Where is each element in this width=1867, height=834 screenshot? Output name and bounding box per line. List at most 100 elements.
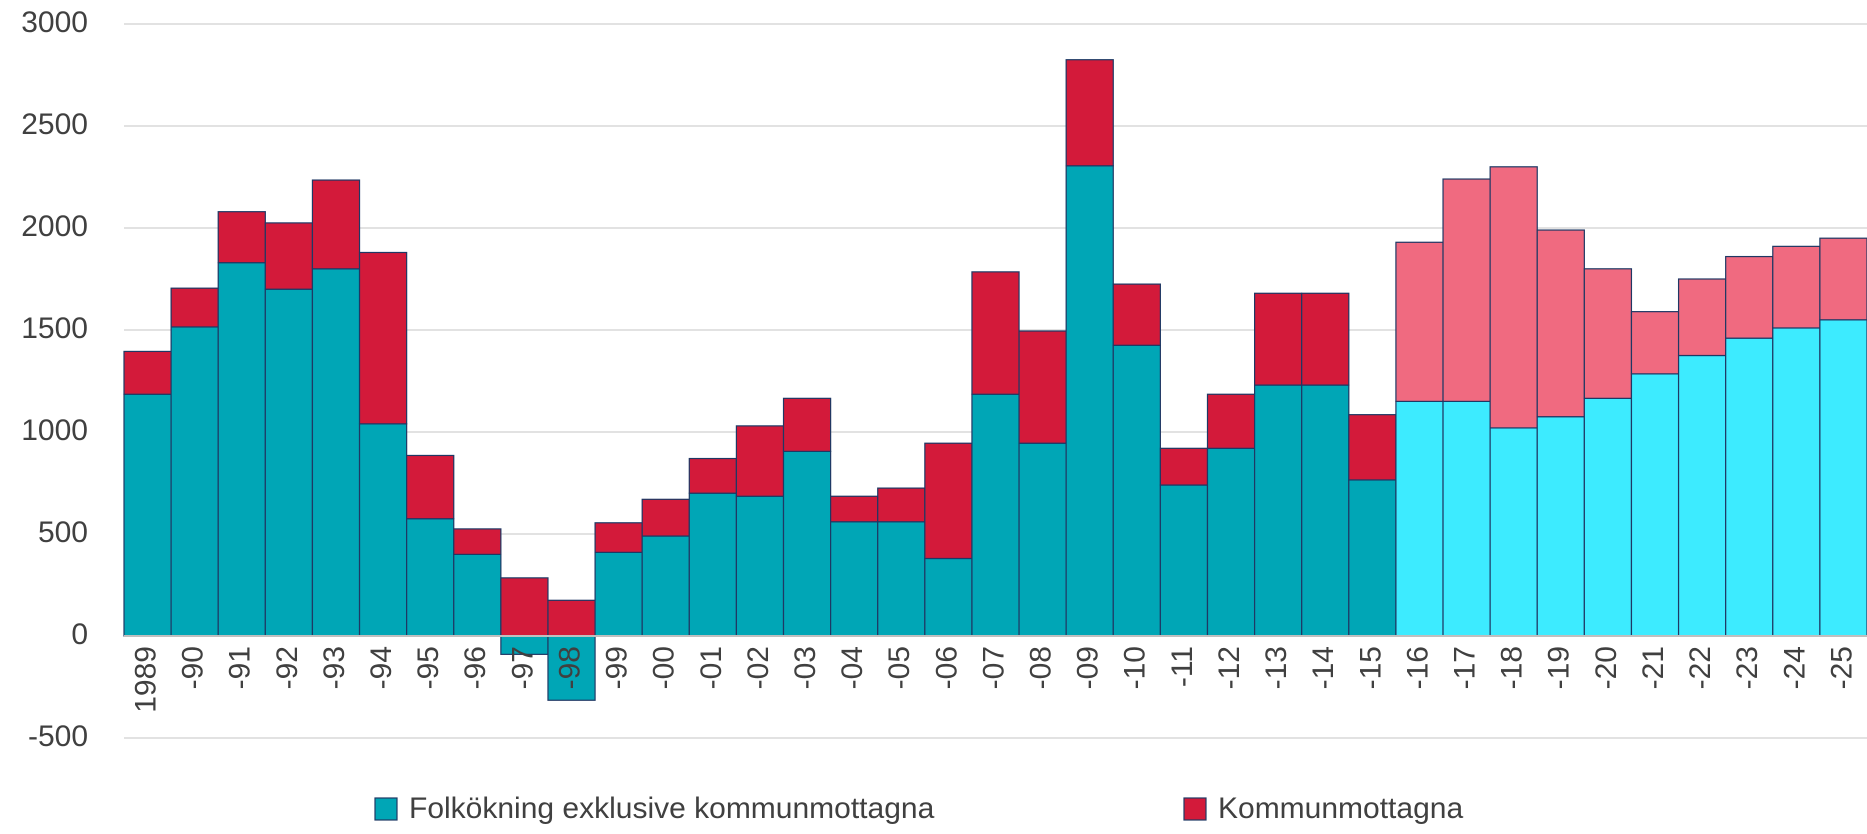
x-tick-label: -94 xyxy=(365,646,398,689)
bar-segment xyxy=(1583,397,1633,637)
bar-segment xyxy=(594,522,643,553)
bar-segment xyxy=(123,393,172,637)
x-tick-label: -95 xyxy=(412,646,445,689)
bar-segment xyxy=(406,454,455,520)
bar-segment xyxy=(547,599,596,637)
bar-segment xyxy=(453,553,502,637)
bar-segment xyxy=(1489,427,1538,637)
bar-segment xyxy=(547,635,596,701)
bar-segment xyxy=(1065,165,1114,637)
y-tick-label: 2500 xyxy=(21,108,88,141)
bar-segment xyxy=(1489,166,1538,429)
x-tick-label: -23 xyxy=(1731,646,1764,689)
x-tick-label: -97 xyxy=(506,646,539,689)
bar-segment xyxy=(500,577,549,637)
bar-segment xyxy=(1630,311,1680,375)
bar-segment xyxy=(1348,414,1397,481)
bar-segment xyxy=(1677,278,1727,357)
bar-segment xyxy=(358,423,408,637)
bar-segment xyxy=(1253,292,1303,386)
bar-segment xyxy=(311,268,361,637)
bar-segment xyxy=(641,498,690,537)
bar-segment xyxy=(406,518,455,637)
x-tick-label: -96 xyxy=(459,646,492,689)
bar-segment xyxy=(971,271,1020,395)
x-tick-label: -11 xyxy=(1166,646,1199,687)
bar-segment xyxy=(924,557,973,637)
x-tick-label: -12 xyxy=(1213,646,1246,689)
x-tick-label: -93 xyxy=(318,646,351,689)
y-tick-label: 500 xyxy=(38,516,88,549)
bar-segment xyxy=(170,326,219,637)
bar-segment xyxy=(1301,384,1350,637)
x-tick-label: -14 xyxy=(1307,646,1340,689)
y-tick-label: 0 xyxy=(71,618,88,651)
bar-segment xyxy=(1442,178,1491,402)
bar-segment xyxy=(1772,327,1821,637)
bar-segment xyxy=(1112,344,1161,637)
bar-segment xyxy=(1819,319,1867,637)
bar-segment xyxy=(782,397,832,452)
bar-segment xyxy=(264,222,314,290)
legend-label: Kommunmottagna xyxy=(1218,792,1463,825)
bar-segment xyxy=(311,179,361,270)
x-tick-label: -19 xyxy=(1543,646,1576,689)
bar-segment xyxy=(877,487,926,523)
bar-segment xyxy=(924,442,973,560)
bar-segment xyxy=(358,251,408,425)
bar-segment xyxy=(688,492,738,637)
x-tick-label: -98 xyxy=(553,646,586,689)
x-tick-label: -24 xyxy=(1778,646,1811,689)
bar-segment xyxy=(1677,354,1727,637)
x-tick-label: 1989 xyxy=(129,646,162,713)
bar-segment xyxy=(217,211,266,264)
x-tick-label: -06 xyxy=(930,646,963,689)
bar-segment xyxy=(1065,59,1114,167)
x-tick-label: -15 xyxy=(1354,646,1387,689)
y-tick-label: 1000 xyxy=(21,414,88,447)
legend-label: Folkökning exklusive kommunmottagna xyxy=(409,792,935,825)
x-tick-label: -90 xyxy=(177,646,210,689)
bar-segment xyxy=(594,551,643,637)
x-tick-label: -04 xyxy=(836,646,869,689)
legend-swatch xyxy=(1183,797,1207,821)
y-tick-label: 2000 xyxy=(21,210,88,243)
x-tick-label: -03 xyxy=(789,646,822,689)
legend-swatch xyxy=(374,797,398,821)
bar-segment xyxy=(453,528,502,556)
x-tick-label: -07 xyxy=(977,646,1010,689)
bar-segment xyxy=(830,495,879,523)
x-tick-label: -17 xyxy=(1449,646,1482,689)
bar-segment xyxy=(1442,400,1491,637)
x-tick-label: -25 xyxy=(1825,646,1858,689)
bar-segment xyxy=(688,457,738,494)
bar-segment xyxy=(170,287,219,328)
y-tick-label: 3000 xyxy=(21,6,88,39)
bar-segment xyxy=(1630,373,1680,637)
x-tick-label: -20 xyxy=(1590,646,1623,689)
bar-segment xyxy=(1536,416,1585,637)
x-tick-label: -09 xyxy=(1072,646,1105,689)
x-tick-label: -00 xyxy=(648,646,681,689)
bar-segment xyxy=(1395,400,1444,637)
bar-segment xyxy=(782,450,832,637)
x-tick-label: -08 xyxy=(1025,646,1058,689)
bar-segment xyxy=(1725,255,1774,339)
x-tick-label: -99 xyxy=(601,646,634,689)
bar-segment xyxy=(123,350,172,395)
bar-segment xyxy=(1159,447,1209,486)
bar-segment xyxy=(971,393,1020,637)
bar-segment xyxy=(1819,237,1867,321)
bar-segment xyxy=(1583,268,1633,399)
bar-segment xyxy=(641,535,690,637)
x-tick-label: -92 xyxy=(271,646,304,689)
x-tick-label: -91 xyxy=(224,646,257,689)
bar-segment xyxy=(1301,292,1350,386)
x-tick-label: -21 xyxy=(1637,646,1670,689)
bar-segment xyxy=(1206,393,1256,449)
x-tick-label: -16 xyxy=(1401,646,1434,689)
x-tick-label: -02 xyxy=(742,646,775,689)
bar-segment xyxy=(1348,479,1397,637)
